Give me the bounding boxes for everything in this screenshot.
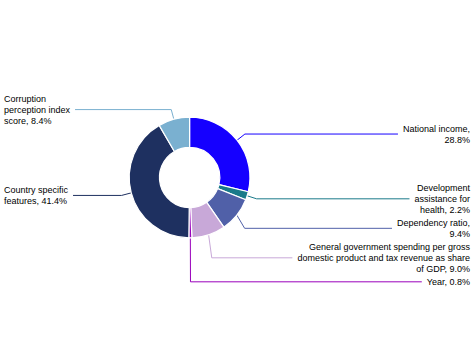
svg-text:Country specific: Country specific [4, 185, 69, 195]
svg-text:Development: Development [417, 183, 471, 193]
svg-text:28.8%: 28.8% [444, 135, 470, 145]
svg-text:perception index: perception index [4, 105, 71, 115]
svg-text:domestic product and tax reven: domestic product and tax revenue as shar… [297, 253, 470, 263]
svg-text:assistance for: assistance for [414, 194, 470, 204]
svg-text:health, 2.2%: health, 2.2% [420, 205, 470, 215]
svg-text:Year, 0.8%: Year, 0.8% [427, 277, 470, 287]
svg-text:General government spending pe: General government spending per gross [309, 242, 471, 252]
svg-text:Dependency ratio,: Dependency ratio, [397, 218, 470, 228]
svg-text:Corruption: Corruption [4, 94, 46, 104]
svg-text:of GDP, 9.0%: of GDP, 9.0% [416, 264, 470, 274]
svg-text:9.4%: 9.4% [449, 229, 470, 239]
svg-text:National income,: National income, [403, 124, 470, 134]
svg-text:features, 41.4%: features, 41.4% [4, 196, 67, 206]
svg-text:score, 8.4%: score, 8.4% [4, 116, 52, 126]
